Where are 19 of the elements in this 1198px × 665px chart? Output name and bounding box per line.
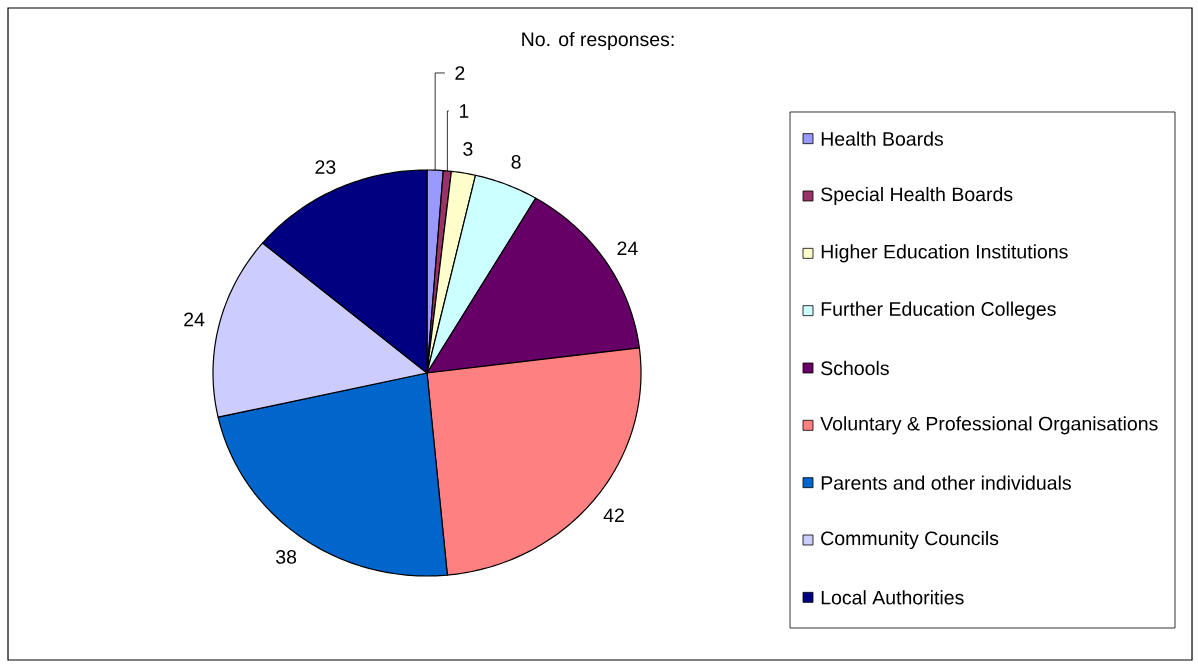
data-label: 2	[455, 66, 465, 80]
legend-label: Further Education Colleges	[821, 301, 1056, 320]
data-label: 1	[459, 104, 469, 118]
data-label: 38	[276, 550, 297, 564]
legend-label: Community Councils	[821, 530, 999, 550]
legend-label: Schools	[821, 360, 889, 376]
chart-title: No. of responses:	[522, 31, 674, 51]
data-label: 24	[617, 241, 638, 256]
data-label: 24	[184, 312, 205, 327]
legend-label: Higher Education Institutions	[821, 244, 1068, 263]
legend-label: Voluntary & Professional Organisations	[820, 416, 1158, 435]
data-label: 8	[511, 155, 521, 169]
data-label: 3	[463, 142, 473, 156]
legend-label: Health Boards	[821, 131, 944, 146]
data-label: 42	[603, 508, 624, 523]
legend-label: Parents and other individuals	[821, 475, 1071, 490]
data-label: 23	[315, 160, 336, 174]
legend-label: Local Authorities	[821, 590, 964, 605]
legend-label: Special Health Boards	[821, 186, 1013, 206]
